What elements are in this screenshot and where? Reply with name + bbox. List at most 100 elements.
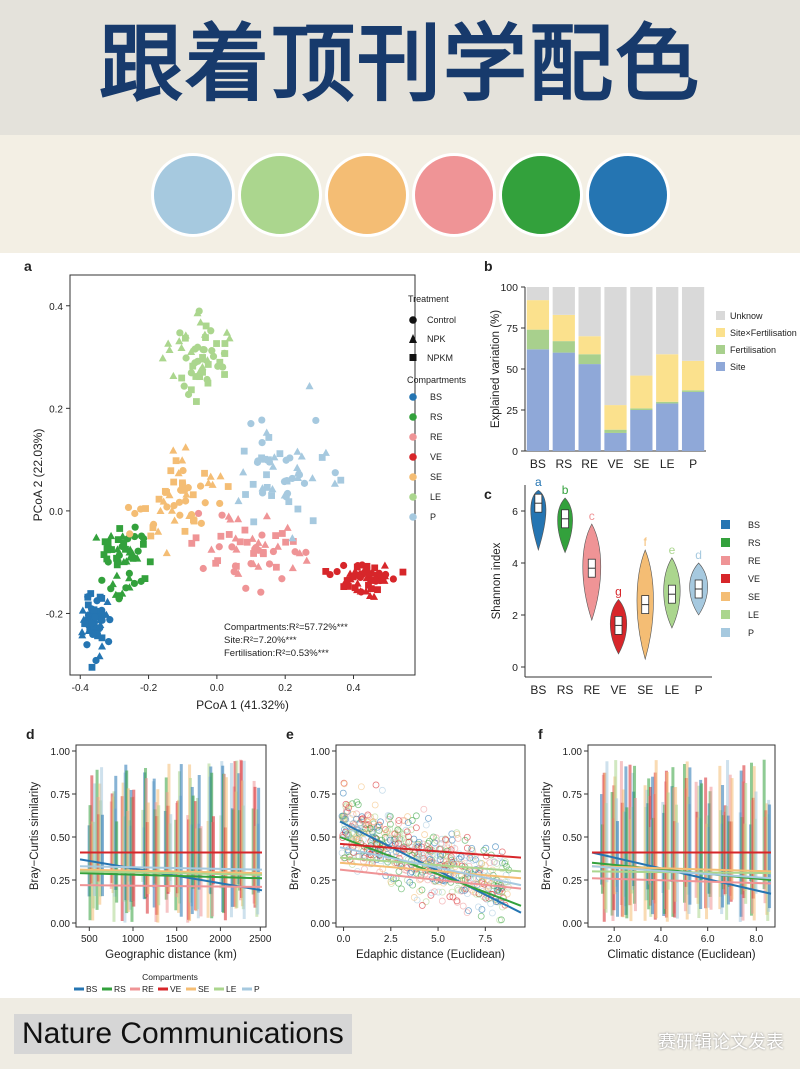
- point-npk: [103, 597, 112, 605]
- y-tick-label-b: 0: [512, 446, 518, 458]
- x-tick-label-c: BS: [530, 683, 546, 697]
- point-scatter: [425, 814, 432, 822]
- y-tick-label-e: 0.00: [311, 919, 331, 930]
- point-control: [247, 560, 255, 568]
- point-scatter: [408, 817, 416, 824]
- legend-dot-compartment: [409, 393, 417, 401]
- bar-segment: [552, 287, 575, 315]
- palette-swatches: [0, 135, 800, 253]
- point-control: [300, 479, 309, 487]
- point-scatter: [421, 831, 428, 838]
- point-control: [199, 564, 207, 573]
- y-tick-label-d: 0.25: [51, 876, 71, 887]
- point-scatter: [449, 893, 457, 901]
- point-scatter: [453, 829, 461, 837]
- point-npk: [232, 545, 241, 553]
- x-tick-label-c: RS: [557, 683, 574, 697]
- point-scatter: [438, 888, 446, 896]
- point-column: [100, 814, 104, 897]
- point-control: [228, 543, 236, 551]
- point-npkm: [96, 593, 104, 601]
- point-scatter: [501, 859, 509, 867]
- point-control: [216, 499, 224, 508]
- point-column: [157, 805, 161, 906]
- y-tick-label-d: 1.00: [51, 747, 71, 758]
- point-npkm: [268, 492, 275, 499]
- x-tick-label-b: LE: [660, 457, 675, 471]
- point-scatter: [433, 837, 440, 844]
- point-npkm: [349, 573, 357, 581]
- significance-letter: c: [589, 509, 595, 523]
- point-npkm: [199, 354, 206, 361]
- point-npkm: [170, 478, 178, 486]
- point-scatter: [385, 812, 393, 820]
- point-npk: [126, 545, 135, 553]
- point-control: [209, 352, 218, 360]
- point-scatter: [454, 835, 462, 842]
- point-npk: [170, 516, 179, 524]
- point-scatter: [436, 856, 444, 864]
- bar-segment: [604, 429, 627, 433]
- point-npkm: [204, 361, 212, 368]
- legend-label-c: P: [748, 628, 754, 638]
- point-scatter: [401, 866, 409, 874]
- point-control: [247, 420, 255, 428]
- point-npkm: [189, 491, 197, 499]
- point-npkm: [240, 447, 248, 455]
- legend-label-bottom: BS: [86, 984, 98, 994]
- point-control: [389, 575, 397, 583]
- figure-panels: a -0.4 -0.2 0.0 0.2 0.4 0.4 0.2 0.0 -0.2 PCoA 1 (4…: [0, 253, 800, 998]
- legend-swatch-c: [721, 592, 730, 601]
- x-tick-label-b: RS: [555, 457, 572, 471]
- point-npk: [200, 330, 209, 338]
- point-scatter: [345, 802, 353, 809]
- point-npk: [226, 515, 235, 523]
- journal-name: Nature Communications: [14, 1014, 352, 1054]
- point-npk: [330, 479, 339, 487]
- point-npk: [353, 579, 362, 587]
- y-tick-label-d: 0.75: [51, 790, 71, 801]
- point-scatter: [463, 844, 471, 852]
- point-scatter: [490, 858, 498, 866]
- point-control: [175, 498, 184, 506]
- point-control: [254, 457, 262, 465]
- point-npk: [204, 478, 213, 487]
- scatter-points-d: [87, 759, 261, 923]
- point-npkm: [353, 563, 361, 571]
- point-scatter: [358, 815, 366, 823]
- point-scatter: [338, 812, 346, 820]
- point-control: [257, 588, 265, 596]
- legend-label-compartment: VE: [430, 452, 442, 462]
- point-scatter: [457, 887, 465, 895]
- point-npk: [78, 606, 87, 614]
- y-tick-label-d: 0.50: [51, 833, 71, 844]
- bar-segment: [681, 360, 705, 391]
- legend-dot-compartment: [409, 493, 417, 501]
- point-npkm: [250, 550, 257, 557]
- y-tick-label-b: 25: [506, 405, 518, 417]
- swatch-pink: [412, 153, 496, 237]
- y-tick-label-e: 0.50: [311, 833, 331, 844]
- point-control: [104, 558, 112, 566]
- point-npkm: [278, 530, 286, 537]
- axes-frame-e: [335, 744, 526, 928]
- point-npk: [207, 545, 216, 553]
- point-npk: [164, 339, 173, 347]
- y-axis-label-c: Shannon index: [491, 542, 503, 619]
- y-tick-label-f: 0.00: [563, 919, 583, 930]
- x-tick-label-a: -0.2: [140, 683, 158, 694]
- point-npkm: [201, 469, 208, 477]
- fit-line-d: [79, 870, 263, 876]
- point-scatter: [418, 902, 426, 909]
- point-npkm: [265, 434, 273, 441]
- point-npk: [78, 631, 87, 639]
- y-tick-label-f: 1.00: [563, 747, 583, 758]
- point-scatter: [394, 833, 402, 841]
- legend-dot-compartment: [409, 413, 417, 421]
- x-tick-label-a: 0.2: [278, 683, 292, 694]
- point-scatter: [438, 897, 446, 905]
- point-column: [666, 792, 670, 890]
- bar-segment: [681, 287, 705, 361]
- point-scatter: [412, 812, 420, 820]
- point-npk: [208, 480, 217, 488]
